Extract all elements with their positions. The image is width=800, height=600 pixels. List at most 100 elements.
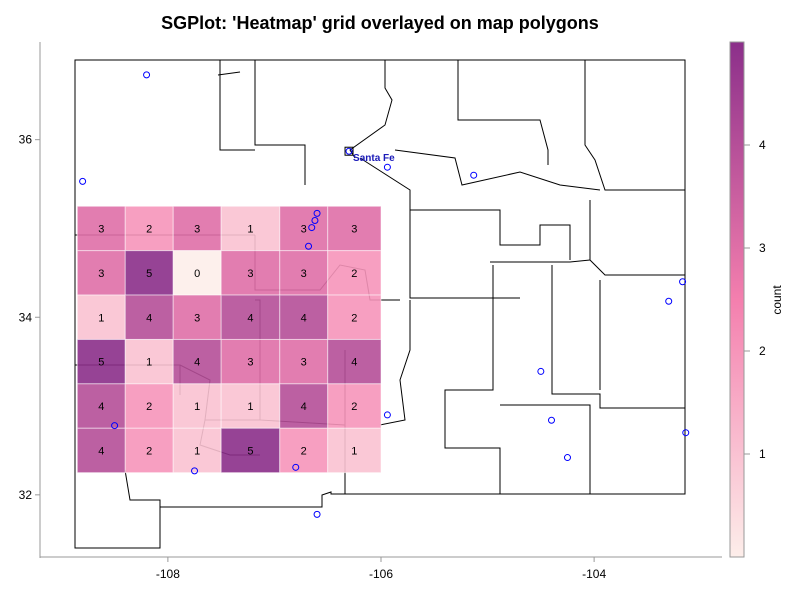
county-border <box>551 265 685 409</box>
heatmap-cell-label: 4 <box>247 312 253 324</box>
heatmap-cell <box>124 338 174 385</box>
heatmap-cell <box>327 205 382 252</box>
heatmap-cell <box>76 250 126 296</box>
city-point <box>308 224 316 232</box>
county-border <box>490 259 591 263</box>
city-point <box>345 147 353 155</box>
city-point <box>313 209 321 217</box>
heatmap-cell-label: 3 <box>98 268 104 280</box>
heatmap-cell <box>172 205 222 252</box>
county-border <box>254 60 306 185</box>
heatmap-cell <box>220 338 281 385</box>
county-border <box>410 209 571 260</box>
heatmap-cell-label: 4 <box>351 357 357 369</box>
city-point <box>679 278 687 286</box>
heatmap-cell-label: 3 <box>301 268 307 280</box>
heatmap-cell-label: 1 <box>98 312 104 324</box>
city-point <box>111 422 119 430</box>
city-point <box>292 463 300 471</box>
city-point <box>79 177 87 185</box>
county-border <box>444 265 501 494</box>
city-point <box>305 242 313 250</box>
x-tick-label: -108 <box>156 567 180 581</box>
heatmap-cell-label: 1 <box>247 223 253 235</box>
legend-tick-label: 2 <box>759 344 766 358</box>
chart-title: SGPlot: 'Heatmap' grid overlayed on map … <box>161 13 599 33</box>
county-border <box>589 200 685 276</box>
y-tick-label: 34 <box>19 310 33 324</box>
legend-tick-label: 4 <box>759 138 766 152</box>
y-axis-ticks: 32 34 36 <box>19 133 40 502</box>
heatmap-grid: 3 2 3 1 3 3 3 5 0 3 3 2 1 4 3 4 4 2 5 1 4 3 3 4 4 2 1 1 4 2 4 2 1 5 2 1 <box>76 205 382 474</box>
state-outline <box>74 59 686 549</box>
santa-fe-marker <box>344 146 354 156</box>
heatmap-cell-label: 4 <box>98 445 104 457</box>
heatmap-cell-label: 2 <box>351 401 357 413</box>
heatmap-cell-label: 4 <box>301 401 307 413</box>
legend-tick-label: 3 <box>759 241 766 255</box>
county-border <box>349 60 393 159</box>
county-border <box>359 157 520 299</box>
x-axis-ticks: -108 -106 -104 <box>156 557 606 581</box>
county-border <box>394 149 601 191</box>
legend-color-bar <box>729 41 745 558</box>
city-point <box>665 297 673 305</box>
legend-title: count <box>770 285 784 315</box>
heatmap-cell-label: 3 <box>247 357 253 369</box>
city-point <box>537 367 545 375</box>
color-legend: 1 2 3 4 count <box>729 41 784 558</box>
santa-fe-label: Santa Fe <box>353 153 395 164</box>
city-point <box>191 467 199 475</box>
heatmap-cell-label: 2 <box>301 445 307 457</box>
y-tick-label: 36 <box>19 133 33 147</box>
heatmap-cell-label: 2 <box>146 445 152 457</box>
heatmap-cell-label: 5 <box>247 445 253 457</box>
heatmap-cell-label: 3 <box>194 223 200 235</box>
heatmap-cell-label: 1 <box>194 401 200 413</box>
heatmap-cell-label: 3 <box>351 223 357 235</box>
heatmap-cell <box>124 427 174 474</box>
heatmap-cell <box>327 250 382 296</box>
heatmap-cell-label: 2 <box>146 401 152 413</box>
heatmap-cell-label: 1 <box>194 445 200 457</box>
heatmap-cell-label: 4 <box>194 357 200 369</box>
heatmap-cell-label: 2 <box>351 268 357 280</box>
x-tick-label: -106 <box>369 567 393 581</box>
heatmap-cell <box>76 427 126 474</box>
heatmap-cell <box>220 205 281 252</box>
scatter-points <box>79 71 690 518</box>
heatmap-cell <box>327 427 382 474</box>
city-point <box>548 416 555 424</box>
heatmap-cell <box>220 427 281 474</box>
heatmap-cell-label: 4 <box>301 312 307 324</box>
heatmap-cell-label: 0 <box>194 268 200 280</box>
heatmap-cell-label: 2 <box>146 223 152 235</box>
heatmap-cell-label: 1 <box>351 445 357 457</box>
city-point <box>143 71 151 79</box>
city-point <box>383 163 391 171</box>
heatmap-cell-label: 2 <box>351 312 357 324</box>
heatmap-cell <box>172 338 222 385</box>
legend-ticks: 1 2 3 4 <box>744 138 766 461</box>
heatmap-cell-label: 1 <box>146 357 152 369</box>
heatmap-cell-label: 5 <box>146 268 152 280</box>
heatmap-cell-label: 4 <box>98 401 104 413</box>
county-border <box>500 404 591 494</box>
county-border <box>217 71 241 76</box>
county-border <box>457 60 549 165</box>
y-tick-label: 32 <box>19 488 33 502</box>
heatmap-cell-label: 4 <box>146 312 152 324</box>
heatmap-cell-label: 3 <box>301 357 307 369</box>
legend-tick-label: 1 <box>759 447 766 461</box>
county-border <box>584 60 685 191</box>
city-point <box>311 216 319 224</box>
heatmap-cell-label: 5 <box>98 357 104 369</box>
heatmap-cell <box>279 338 329 385</box>
heatmap-cell <box>76 383 126 429</box>
county-border <box>219 60 255 151</box>
heatmap-cell-label: 3 <box>247 268 253 280</box>
x-tick-label: -104 <box>582 567 606 581</box>
city-point <box>682 429 690 437</box>
heatmap-cell-label: 1 <box>247 401 253 413</box>
